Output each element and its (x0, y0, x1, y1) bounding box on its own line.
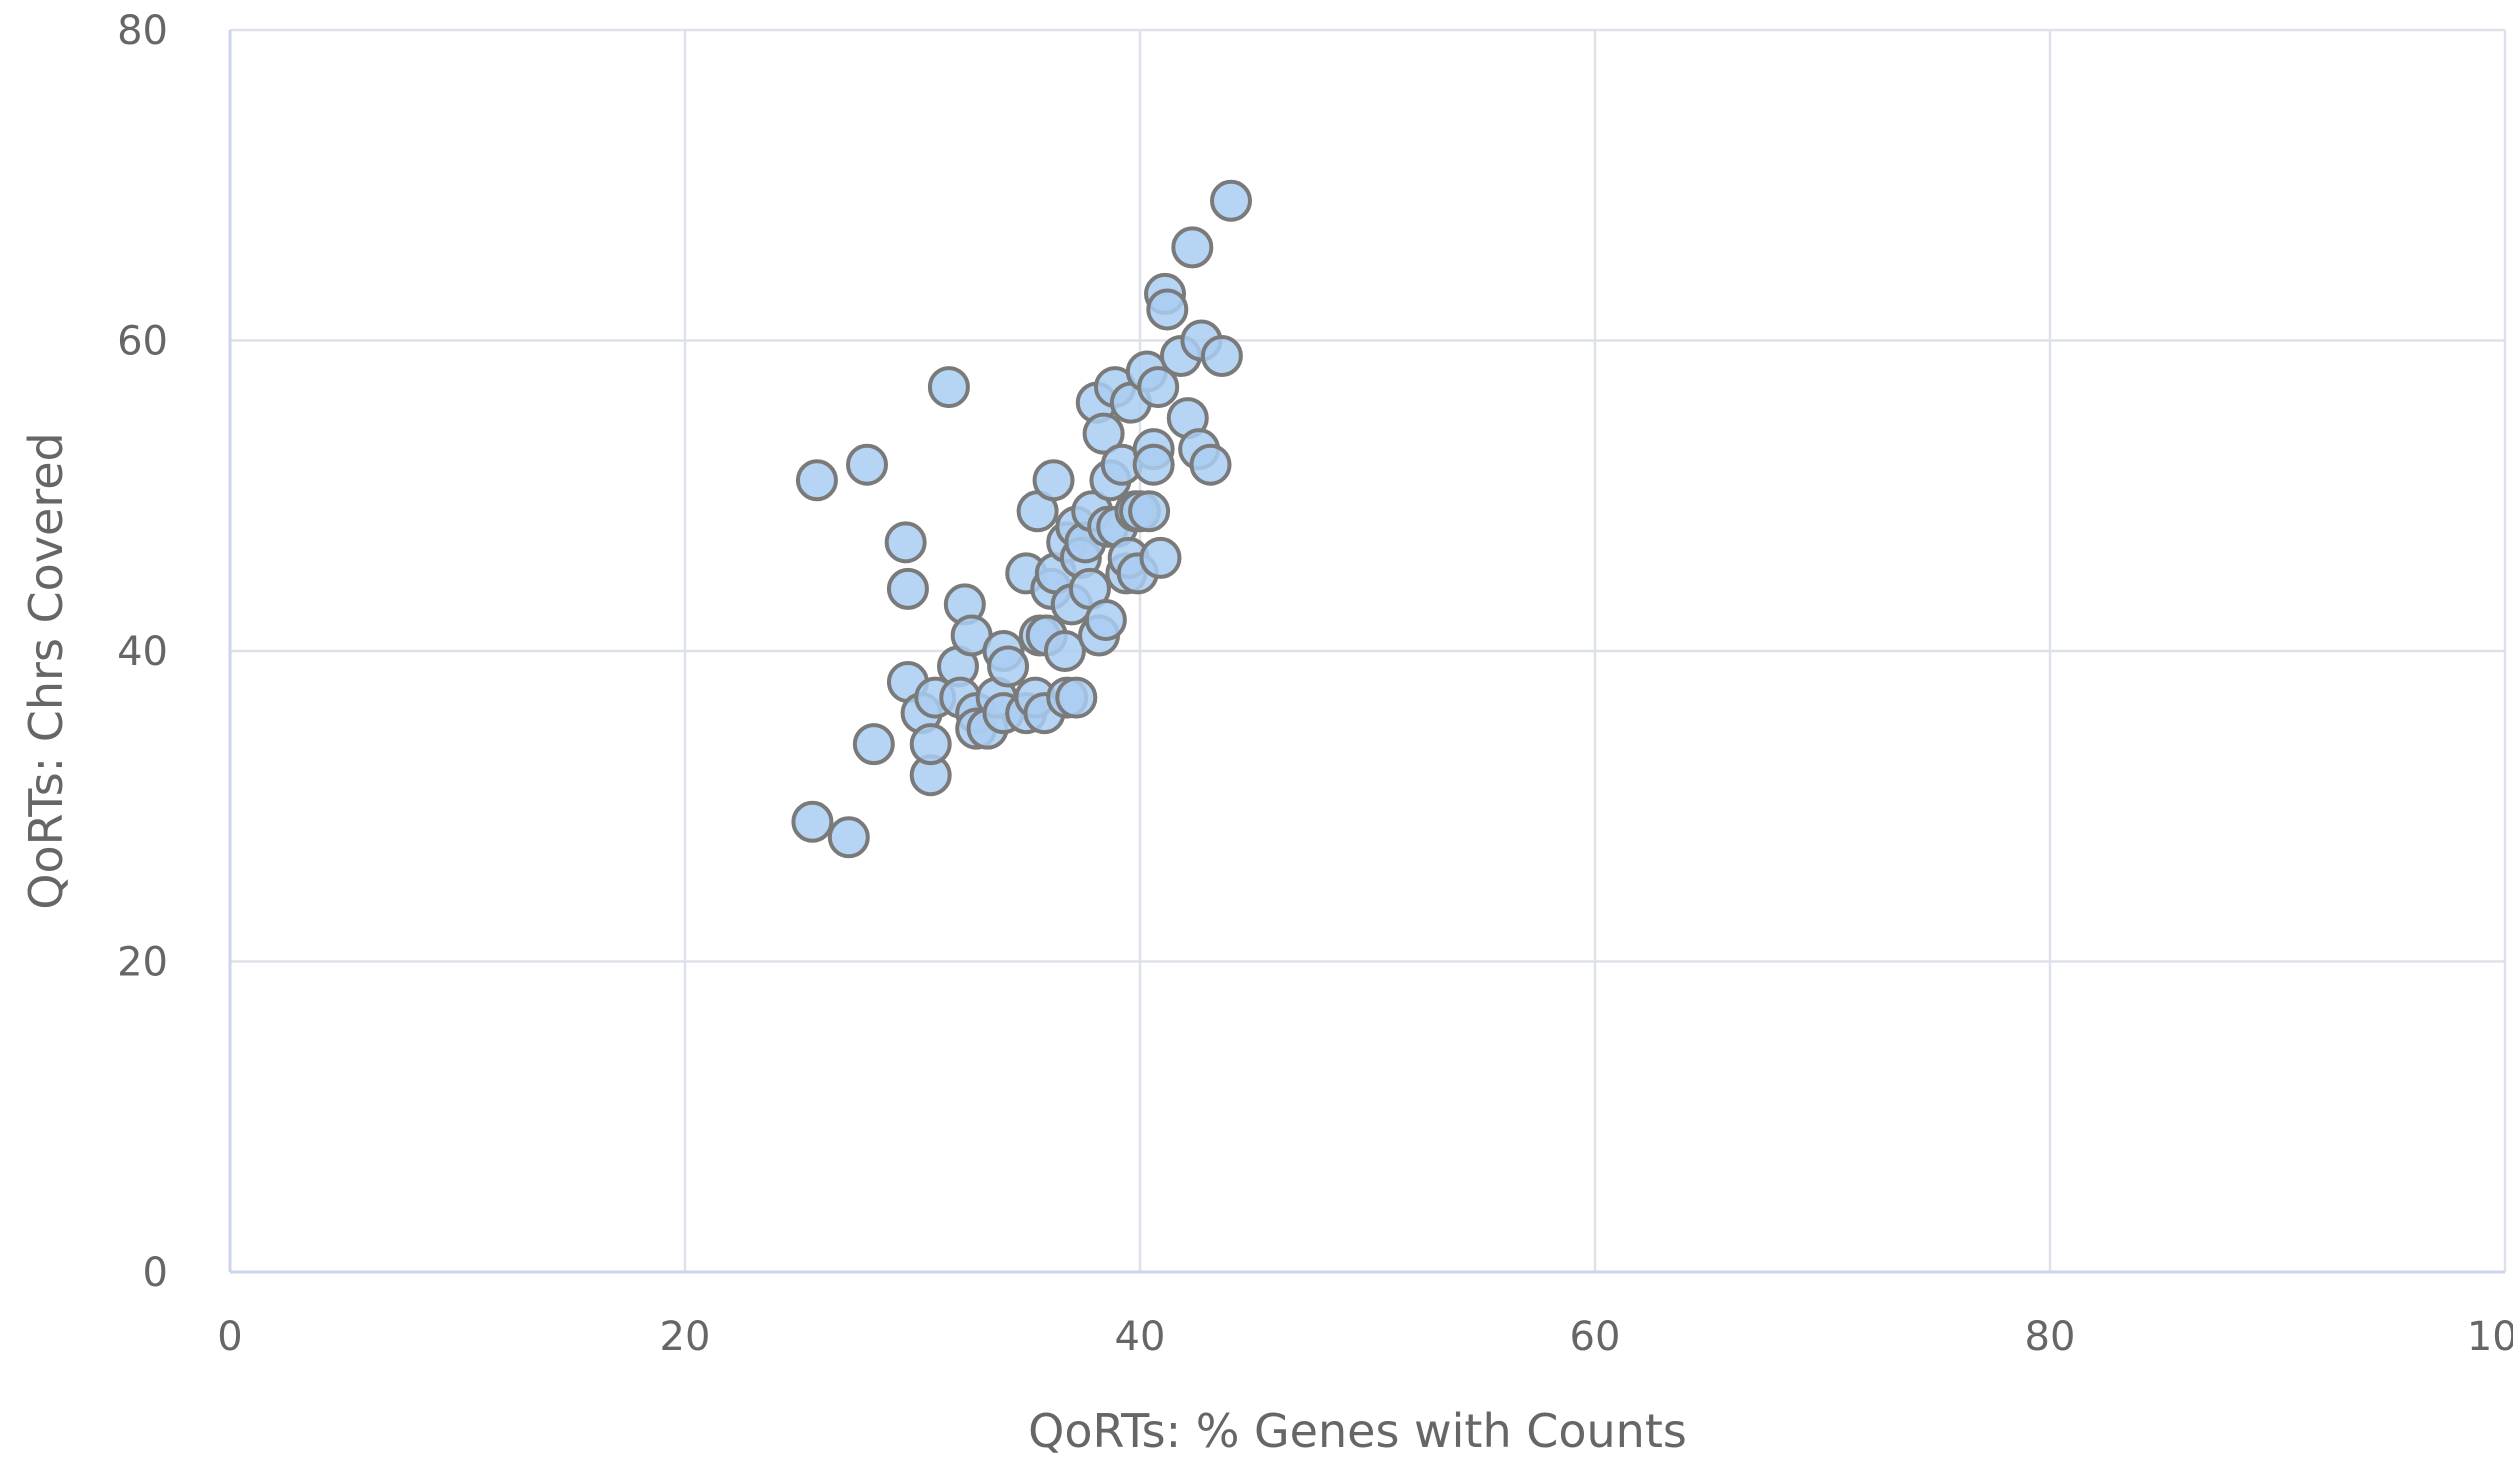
x-tick-label: 100 (2467, 1314, 2513, 1360)
data-point[interactable] (927, 366, 970, 409)
data-point[interactable] (1146, 288, 1189, 331)
data-point[interactable] (886, 567, 929, 610)
data-point[interactable] (1043, 630, 1086, 672)
grid-lines (228, 28, 2507, 1274)
data-point[interactable] (884, 521, 927, 564)
y-axis-title: QoRTs: Chrs Covered (19, 432, 73, 910)
data-point[interactable] (1032, 459, 1075, 502)
y-tick-label: 60 (117, 319, 168, 365)
data-point[interactable] (852, 723, 895, 766)
data-point[interactable] (1082, 412, 1125, 455)
data-point[interactable] (1189, 443, 1232, 486)
axes (228, 30, 2505, 1274)
y-tick-label: 20 (117, 940, 168, 986)
x-tick-label: 0 (217, 1314, 242, 1360)
data-point[interactable] (1139, 536, 1182, 579)
data-points (791, 179, 1252, 859)
data-point[interactable] (827, 816, 870, 859)
data-point[interactable] (1132, 443, 1175, 486)
x-tick-label: 40 (1115, 1314, 1166, 1360)
y-tick-label: 0 (143, 1250, 168, 1296)
data-point[interactable] (1055, 676, 1098, 719)
y-tick-label: 40 (117, 629, 168, 675)
data-point[interactable] (1171, 226, 1214, 269)
data-point[interactable] (1210, 179, 1252, 222)
data-point[interactable] (909, 723, 952, 766)
y-axis-ticks: 0 20 40 60 80 (117, 8, 168, 1296)
data-point[interactable] (1137, 366, 1180, 409)
data-point[interactable] (1128, 490, 1171, 533)
x-axis-title: QoRTs: % Genes with Counts (1028, 1404, 1687, 1458)
x-tick-label: 80 (2025, 1314, 2076, 1360)
data-point[interactable] (791, 800, 834, 843)
data-point[interactable] (1084, 598, 1127, 641)
x-tick-label: 60 (1570, 1314, 1621, 1360)
x-tick-label: 20 (660, 1314, 711, 1360)
y-tick-label: 80 (117, 8, 168, 54)
data-point[interactable] (1200, 335, 1243, 378)
data-point[interactable] (795, 459, 838, 502)
data-point[interactable] (987, 645, 1030, 688)
x-axis-ticks: 0 20 40 60 80 100 (217, 1314, 2513, 1360)
data-point[interactable] (846, 443, 888, 486)
